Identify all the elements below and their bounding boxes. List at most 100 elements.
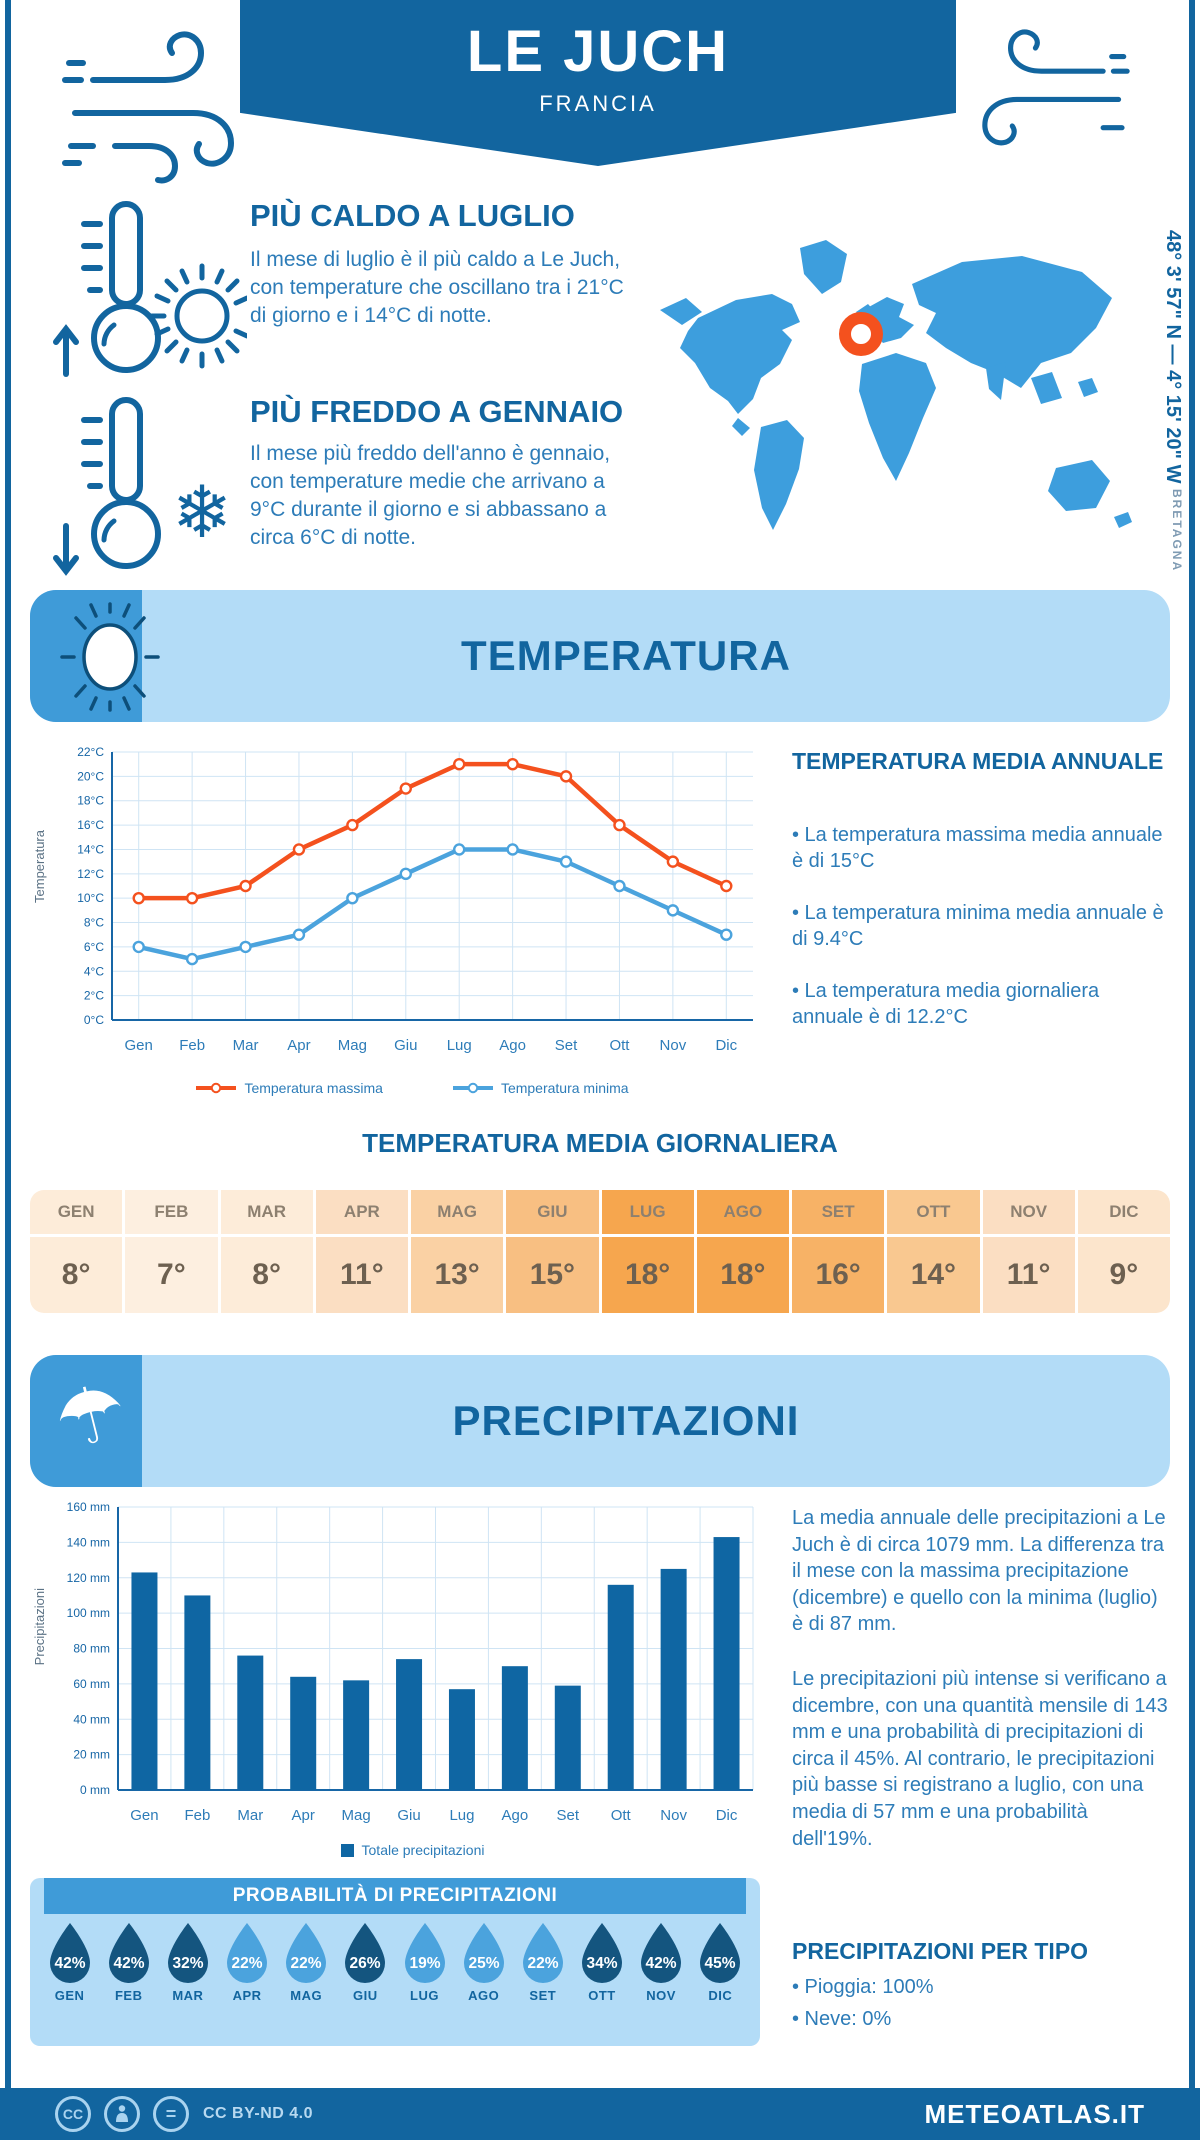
svg-text:4°C: 4°C <box>84 964 104 978</box>
svg-text:Set: Set <box>555 1037 578 1054</box>
rain-drop: 42% GEN <box>41 1920 99 2003</box>
svg-text:Lug: Lug <box>449 1807 474 1824</box>
svg-text:18°C: 18°C <box>77 794 104 808</box>
drop-percent: 19% <box>409 1955 440 1972</box>
table-value-cell: 9° <box>1077 1237 1170 1313</box>
data-point <box>292 928 306 941</box>
table-value-cell: 11° <box>315 1237 408 1313</box>
data-point <box>453 757 466 771</box>
svg-text:120 mm: 120 mm <box>67 1571 110 1585</box>
bar <box>713 1537 740 1790</box>
drop-percent: 45% <box>705 1955 736 1972</box>
rain-drop: 32% MAR <box>159 1920 217 2003</box>
svg-text:40 mm: 40 mm <box>73 1712 110 1726</box>
svg-text:Feb: Feb <box>184 1807 210 1824</box>
svg-text:Nov: Nov <box>660 1037 687 1054</box>
table-value-cell: 18° <box>696 1237 789 1313</box>
brand-logo: METEOATLAS.IT <box>924 2098 1145 2129</box>
svg-text:2°C: 2°C <box>84 989 104 1003</box>
svg-text:Mar: Mar <box>237 1807 263 1824</box>
svg-text:Mag: Mag <box>342 1807 371 1824</box>
rain-drop: 19% LUG <box>396 1920 454 2003</box>
data-point <box>185 891 199 905</box>
svg-text:❄: ❄ <box>172 473 232 553</box>
precipitation-section-banner: PRECIPITAZIONI <box>30 1355 1170 1487</box>
table-value-cell: 8° <box>220 1237 313 1313</box>
drop-percent: 32% <box>172 1955 203 1972</box>
svg-text:14°C: 14°C <box>77 842 104 856</box>
table-value-cell: 16° <box>792 1237 885 1313</box>
svg-text:20 mm: 20 mm <box>73 1748 110 1762</box>
svg-text:Giu: Giu <box>394 1037 417 1054</box>
drop-month: GIU <box>353 1988 378 2003</box>
data-point <box>132 940 145 954</box>
data-point <box>346 818 359 832</box>
data-point <box>346 891 359 905</box>
svg-text:0 mm: 0 mm <box>80 1783 110 1797</box>
svg-text:Ago: Ago <box>502 1807 529 1824</box>
svg-text:Gen: Gen <box>125 1037 153 1054</box>
precip-paragraph-2: Le precipitazioni più intense si verific… <box>792 1668 1168 1850</box>
bar <box>131 1572 158 1790</box>
temperature-section-banner: TEMPERATURA <box>30 590 1170 722</box>
coordinates-label: 48° 3' 57" N — 4° 15' 20" W <box>1162 230 1184 484</box>
header-banner: LE JUCH FRANCIA <box>240 0 956 166</box>
data-point <box>292 843 306 856</box>
temperature-section-title: TEMPERATURA <box>461 632 791 679</box>
legend-item: Temperatura massima <box>196 1080 383 1096</box>
bar <box>290 1676 317 1790</box>
bar <box>607 1584 634 1790</box>
wind-icon-right <box>982 29 1130 146</box>
precip-types-heading: PRECIPITAZIONI PER TIPO <box>792 1938 1089 1964</box>
svg-text:Apr: Apr <box>287 1037 310 1054</box>
annual-temp-bullet-min: • La temperatura minima media annuale è … <box>792 902 1164 950</box>
svg-text:Gen: Gen <box>130 1807 158 1824</box>
rain-drop: 34% OTT <box>573 1920 631 2003</box>
svg-text:Giu: Giu <box>397 1807 420 1824</box>
drop-month: MAG <box>290 1988 323 2003</box>
drop-month: MAR <box>172 1988 204 2003</box>
rain-drop: 22% APR <box>218 1920 276 2003</box>
world-map <box>660 240 1132 530</box>
temp-y-axis-label: Temperatura <box>32 830 47 903</box>
data-point <box>185 952 199 966</box>
bar <box>554 1685 581 1790</box>
wind-icon-left <box>62 31 235 184</box>
drop-month: OTT <box>588 1988 616 2003</box>
drop-month: DIC <box>708 1988 733 2003</box>
table-month-cell: LUG <box>601 1190 694 1234</box>
table-month-cell: GIU <box>506 1190 599 1234</box>
svg-text:Dic: Dic <box>715 1037 737 1054</box>
rain-drop: 22% MAG <box>277 1920 335 2003</box>
data-point <box>239 879 252 893</box>
svg-text:Ott: Ott <box>611 1807 632 1824</box>
bar <box>237 1655 264 1790</box>
drop-percent: 42% <box>646 1955 677 1972</box>
data-point <box>613 818 626 832</box>
rain-drop: 25% AGO <box>455 1920 513 2003</box>
table-month-cell: OTT <box>887 1190 980 1234</box>
svg-text:Lug: Lug <box>447 1037 472 1054</box>
svg-text:60 mm: 60 mm <box>73 1677 110 1691</box>
drop-percent: 22% <box>527 1955 558 1972</box>
svg-text:140 mm: 140 mm <box>67 1535 110 1549</box>
precipitation-chart-legend: Totale precipitazioni <box>60 1842 765 1858</box>
svg-text:22°C: 22°C <box>77 745 104 759</box>
table-value-cell: 7° <box>125 1237 218 1313</box>
svg-text:Mar: Mar <box>233 1037 259 1054</box>
drop-percent: 34% <box>586 1955 617 1972</box>
bar <box>184 1595 211 1790</box>
thermometer-up-sun-icon <box>53 201 247 377</box>
data-point <box>666 904 680 917</box>
data-point <box>613 879 626 893</box>
svg-text:20°C: 20°C <box>77 769 104 783</box>
cc-attribution-icon <box>104 2096 140 2132</box>
precip-type-rain: • Pioggia: 100% <box>792 1976 934 1998</box>
legend-item: Totale precipitazioni <box>340 1842 484 1858</box>
table-value-cell: 15° <box>506 1237 599 1313</box>
svg-text:12°C: 12°C <box>77 867 104 881</box>
page-title: LE JUCH <box>466 19 730 84</box>
precipitation-bar-chart: 0 mm 20 mm 40 mm 60 mm 80 mm 100 mm 120 mm 140 … <box>67 1500 754 1824</box>
precipitation-banner-cap <box>30 1355 142 1487</box>
svg-text:8°C: 8°C <box>84 916 104 930</box>
